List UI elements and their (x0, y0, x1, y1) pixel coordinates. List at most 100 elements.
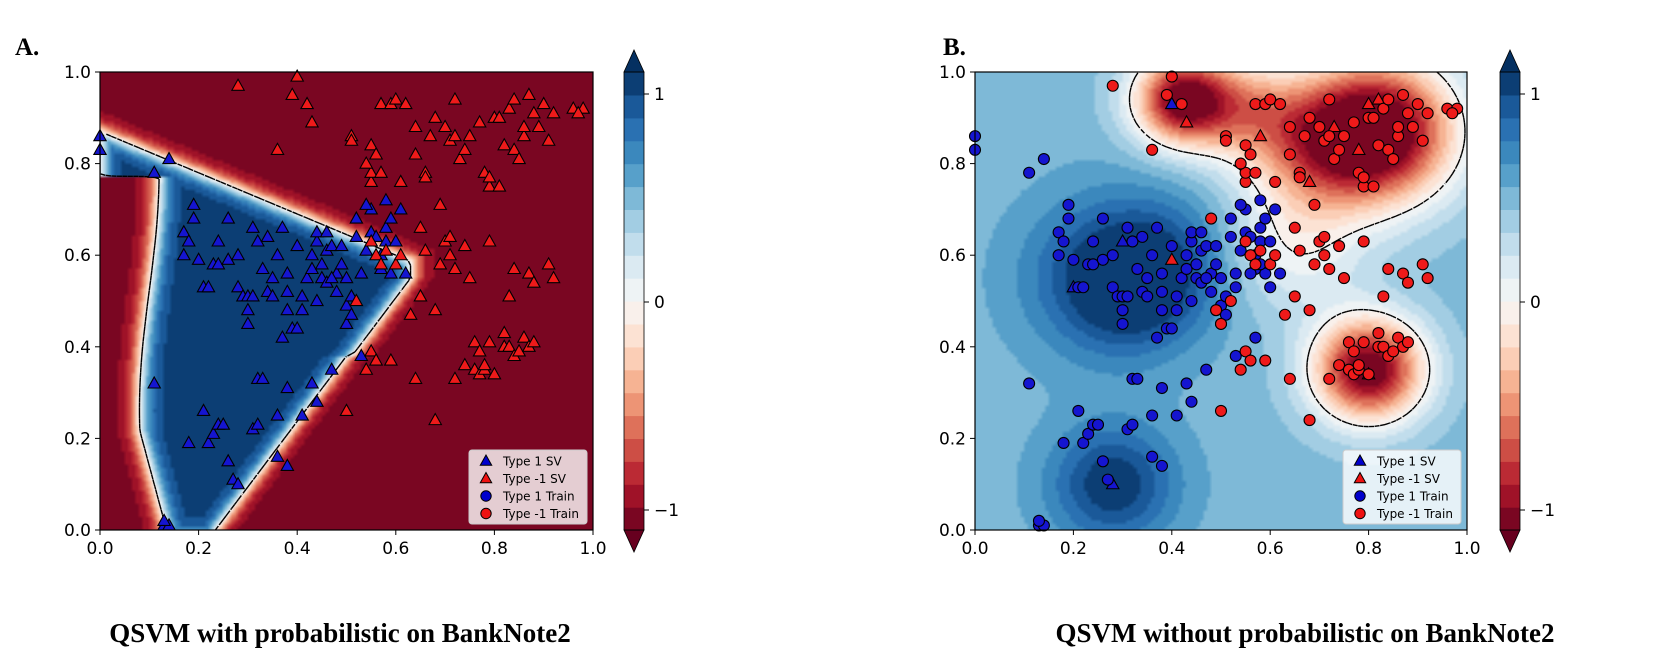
series-type-1-sv (230, 68, 591, 426)
data-point (447, 128, 463, 142)
data-point (516, 128, 532, 142)
data-point (1229, 281, 1242, 294)
data-point (1106, 281, 1119, 294)
data-point (1323, 93, 1336, 106)
data-point (507, 142, 522, 155)
data-point (319, 224, 334, 238)
data-point (364, 233, 379, 247)
data-point (1023, 166, 1036, 179)
data-point (359, 242, 374, 256)
data-point (255, 261, 270, 275)
x-tick-label: 0.4 (1158, 539, 1185, 559)
colorbar-segment (1500, 209, 1520, 233)
data-point (541, 133, 556, 146)
colorbar-segment (624, 209, 644, 233)
data-point (368, 146, 384, 160)
data-point (295, 302, 310, 316)
data-point (526, 105, 541, 119)
data-point (1253, 128, 1268, 142)
data-point (1239, 235, 1252, 248)
data-point (1323, 372, 1336, 385)
data-point (1057, 436, 1070, 450)
data-point (304, 375, 320, 389)
colorbar-segment (624, 461, 644, 485)
data-point (571, 105, 586, 119)
colorbar-segment (624, 415, 644, 439)
data-point (477, 357, 492, 371)
data-point (1377, 340, 1390, 353)
data-point (240, 302, 256, 316)
data-point (1239, 345, 1252, 358)
colorbar-segment (1500, 94, 1520, 119)
data-point (1401, 107, 1415, 120)
panel-a: A. 0.0 0.2 0.4 0.6 0.8 1.0 0.0 0.2 0.4 0.6 0.8 1.0 T… (15, 34, 679, 648)
data-point (1254, 194, 1267, 207)
data-point (1357, 171, 1370, 184)
data-point (442, 229, 458, 242)
y-tick-label: 0.8 (64, 155, 91, 175)
data-point (413, 220, 428, 233)
data-point (368, 247, 384, 261)
data-point (280, 284, 295, 297)
data-point (1333, 359, 1346, 372)
data-point (383, 265, 398, 279)
data-point (413, 288, 428, 302)
data-point (1155, 304, 1169, 317)
data-point (1351, 142, 1366, 155)
data-point (1141, 290, 1154, 303)
data-point (309, 394, 325, 407)
data-point (373, 96, 389, 110)
data-point (339, 270, 354, 284)
colorbar-segment (1500, 140, 1520, 165)
data-point (280, 265, 295, 279)
data-point (502, 101, 517, 114)
data-point (354, 265, 369, 279)
data-point (1214, 272, 1228, 285)
data-point (1141, 272, 1154, 285)
data-point (428, 302, 443, 316)
data-point (1357, 336, 1370, 349)
data-point (482, 178, 497, 192)
data-point (1421, 107, 1434, 120)
data-point (373, 165, 389, 178)
series-type-1-train (968, 130, 1287, 532)
data-point (546, 270, 561, 284)
data-point (1303, 414, 1316, 427)
colorbar-segment (1500, 255, 1520, 279)
legend-label: Type -1 Train (1376, 507, 1453, 521)
panel-a-label: A. (15, 34, 39, 61)
data-point (1136, 230, 1149, 243)
data-point (1269, 175, 1282, 188)
panel-a-caption: QSVM with probabilistic on BankNote2 (109, 618, 571, 648)
data-point (378, 192, 394, 206)
data-point (1126, 235, 1139, 248)
data-point (1387, 345, 1400, 358)
x-tick-label: 0.2 (1060, 539, 1087, 559)
data-point (285, 87, 300, 100)
data-point (1224, 230, 1237, 243)
data-point (1155, 381, 1169, 395)
data-point (1372, 139, 1385, 152)
data-point (344, 307, 359, 320)
data-point (1259, 267, 1272, 280)
y-tick-label: 0.2 (64, 429, 91, 449)
data-point (521, 87, 537, 100)
data-point (250, 417, 265, 430)
colorbar-frame (1499, 71, 1521, 531)
data-point (1146, 409, 1159, 422)
data-point (1308, 198, 1321, 211)
colorbar-segment (1500, 438, 1520, 462)
data-point (1052, 226, 1065, 239)
data-point (1096, 253, 1109, 266)
data-point (472, 343, 487, 357)
series-type-1-train (1106, 70, 1464, 427)
data-point (383, 352, 398, 366)
data-point (1180, 262, 1193, 275)
plot-frame (974, 71, 1468, 531)
data-point (1160, 88, 1173, 101)
data-point (270, 142, 285, 155)
colorbar-frame (623, 71, 645, 531)
data-point (1382, 262, 1395, 275)
data-point (1106, 79, 1119, 92)
